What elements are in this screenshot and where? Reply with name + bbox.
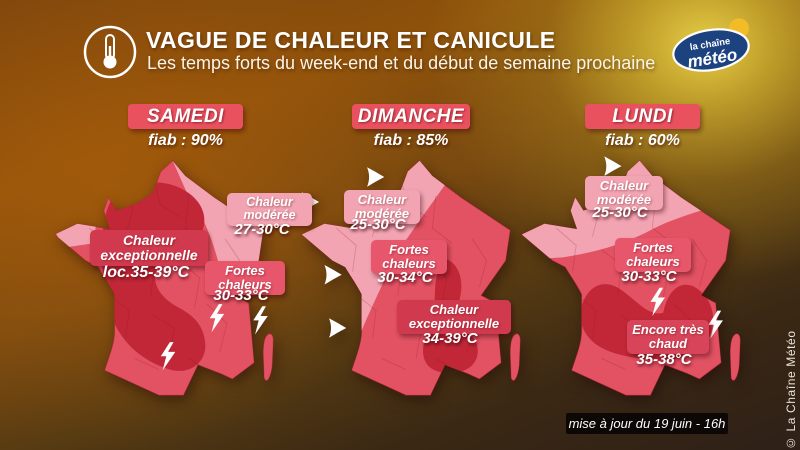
reliability-sunday: fiab : 85% xyxy=(373,132,449,149)
page-subtitle: Les temps forts du week-end et du début … xyxy=(147,53,656,73)
copyright-watermark: © La Chaîne Météo xyxy=(784,330,798,450)
day-badge-saturday: SAMEDI xyxy=(128,104,243,129)
heat-zone-label: Chaleur modérée xyxy=(585,176,663,210)
wind-arrow-icon xyxy=(604,156,622,176)
wind-arrow-icon xyxy=(367,167,385,187)
heat-zone-label: Chaleur modérée xyxy=(227,193,312,226)
heat-zone-temp: 35-38°C xyxy=(636,351,692,368)
heat-zone-temp: 30-33°C xyxy=(213,287,269,304)
heat-zone-temp: 30-34°C xyxy=(377,269,433,286)
wind-arrow-icon xyxy=(328,318,347,338)
page-title: VAGUE DE CHALEUR ET CANICULE xyxy=(146,27,556,53)
lightning-icon xyxy=(253,306,268,335)
update-timestamp: mise à jour du 19 juin - 16h xyxy=(566,413,728,434)
heat-zone-temp: 34-39°C xyxy=(422,330,478,347)
heat-zone-temp: 30-33°C xyxy=(621,268,677,285)
thermometer-icon xyxy=(83,25,137,79)
heat-zone-label: Chaleur exceptionnelle xyxy=(90,230,208,266)
heat-zone-label: Chaleur modérée xyxy=(344,190,420,224)
heat-zone-label: Fortes chaleurs xyxy=(205,261,285,295)
wind-arrow-icon xyxy=(324,264,342,285)
channel-logo: la chaîne météo xyxy=(672,18,750,72)
heat-zone-temp: 25-30°C xyxy=(592,204,648,221)
heat-zone-label: Fortes chaleurs xyxy=(371,240,447,274)
heat-zone-temp: 25-30°C xyxy=(350,216,406,233)
reliability-saturday: fiab : 90% xyxy=(148,132,223,149)
day-badge-monday: LUNDI xyxy=(585,104,700,129)
heat-zone-label: Chaleur exceptionnelle xyxy=(397,300,511,334)
reliability-monday: fiab : 60% xyxy=(605,132,680,149)
heat-zone-temp: loc.35-39°C xyxy=(102,264,190,281)
day-badge-sunday: DIMANCHE xyxy=(352,104,470,129)
heat-zone-label: Fortes chaleurs xyxy=(615,238,691,272)
heat-zone-temp: 27-30°C xyxy=(234,221,290,238)
heat-zone-label: Encore très chaud xyxy=(627,320,709,354)
